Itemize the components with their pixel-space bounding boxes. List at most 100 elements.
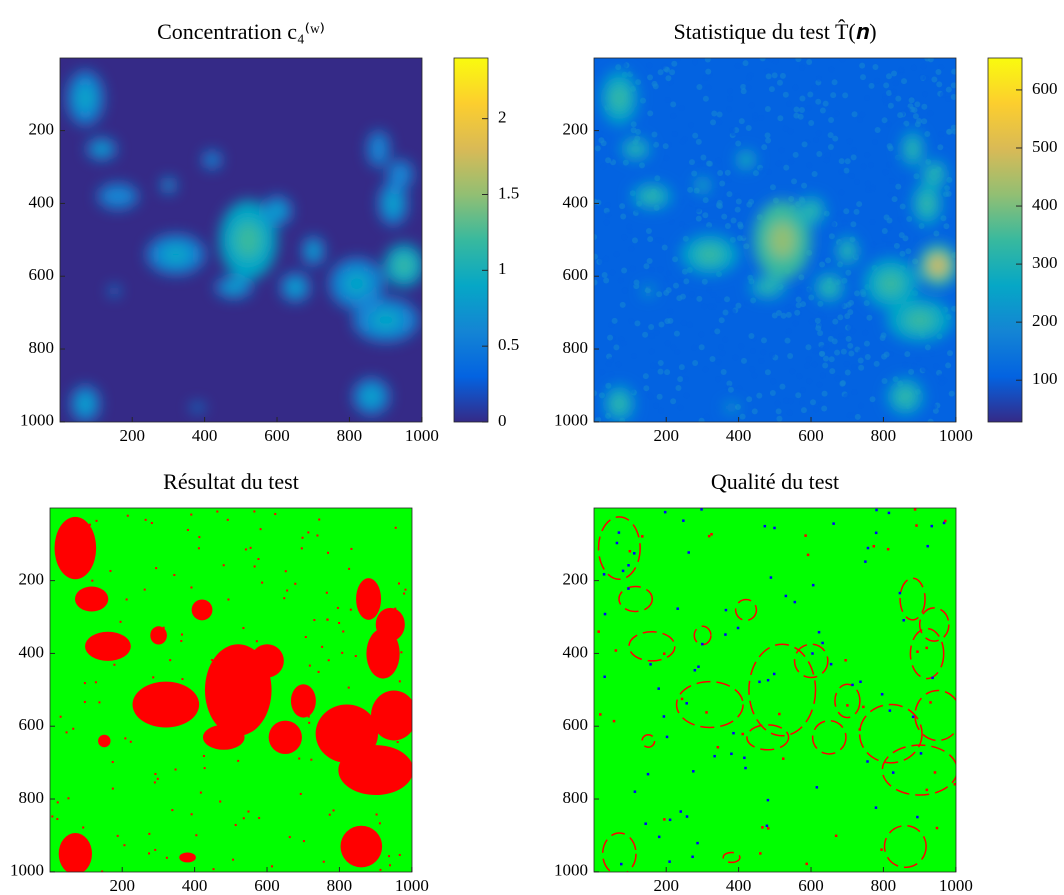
speck <box>846 704 849 707</box>
noise <box>908 97 915 104</box>
noise <box>747 274 754 281</box>
speck <box>273 725 276 728</box>
noise <box>785 328 792 335</box>
noise <box>651 80 658 87</box>
error-contour <box>601 832 637 872</box>
y-tick-label: 600 <box>563 715 589 734</box>
speck <box>633 552 636 555</box>
noise <box>887 102 894 109</box>
noise <box>774 400 781 407</box>
noise <box>786 409 793 416</box>
speck <box>821 641 824 645</box>
noise <box>870 184 877 191</box>
x-tick-label: 600 <box>264 426 290 445</box>
speck <box>124 737 127 740</box>
speck <box>91 550 94 553</box>
noise <box>843 167 850 174</box>
noise <box>671 60 678 67</box>
noise <box>709 356 716 363</box>
speck <box>122 653 125 656</box>
noise <box>878 312 885 319</box>
noise <box>642 373 649 380</box>
noise <box>807 91 814 98</box>
noise <box>673 330 680 337</box>
detected-region <box>290 684 316 718</box>
speck <box>190 586 193 589</box>
noise <box>889 332 896 339</box>
noise <box>920 63 927 70</box>
noise <box>939 91 946 98</box>
speck <box>219 800 222 803</box>
speck <box>615 541 619 545</box>
noise <box>678 105 685 112</box>
field-core <box>394 255 413 276</box>
noise <box>899 124 906 131</box>
noise <box>927 418 934 422</box>
noise <box>725 177 732 184</box>
noise <box>788 195 795 202</box>
noise <box>664 369 671 376</box>
noise <box>702 197 709 204</box>
noise <box>844 158 851 165</box>
noise <box>819 345 826 352</box>
noise <box>664 97 671 104</box>
speck <box>143 588 146 591</box>
noise <box>881 227 888 234</box>
noise <box>594 411 601 418</box>
x-tick-label: 400 <box>726 876 752 895</box>
noise <box>924 344 931 351</box>
noise <box>821 405 828 412</box>
noise <box>904 107 911 114</box>
x-tick-label: 600 <box>798 426 824 445</box>
speck <box>864 560 867 563</box>
noise <box>598 387 605 394</box>
noise <box>647 236 654 243</box>
noise <box>698 344 705 351</box>
noise <box>743 174 750 181</box>
noise <box>600 163 607 170</box>
speck <box>304 636 307 639</box>
noise <box>750 348 757 355</box>
noise <box>769 390 776 397</box>
noise <box>832 135 839 142</box>
speck <box>766 798 770 802</box>
noise <box>667 317 674 324</box>
noise <box>786 100 793 107</box>
noise <box>764 132 771 139</box>
noise <box>711 110 718 117</box>
field-core <box>111 288 117 294</box>
speck <box>685 702 688 705</box>
field-core <box>108 190 127 203</box>
noise <box>695 206 702 213</box>
speck <box>880 848 883 851</box>
speck <box>169 659 172 662</box>
noise <box>727 88 734 95</box>
noise <box>815 130 822 137</box>
noise <box>724 222 731 229</box>
noise <box>945 362 952 369</box>
noise <box>730 217 737 224</box>
noise <box>702 366 709 373</box>
noise <box>927 110 934 117</box>
speck <box>811 583 815 587</box>
speck <box>696 841 699 845</box>
noise <box>714 328 721 335</box>
panel-title: Qualité du test <box>711 469 839 494</box>
speck <box>744 766 747 770</box>
speck <box>216 719 219 722</box>
noise <box>621 234 628 241</box>
field-core <box>822 280 836 294</box>
noise <box>921 366 928 373</box>
field-core <box>386 193 400 214</box>
noise <box>933 363 940 370</box>
noise <box>652 402 659 409</box>
image <box>594 508 956 872</box>
speck <box>83 700 86 703</box>
y-tick-label: 200 <box>563 120 589 139</box>
noise <box>677 404 684 411</box>
speck <box>302 840 305 843</box>
noise <box>838 168 845 175</box>
speck <box>307 715 310 718</box>
noise <box>609 269 616 276</box>
noise <box>739 413 746 420</box>
